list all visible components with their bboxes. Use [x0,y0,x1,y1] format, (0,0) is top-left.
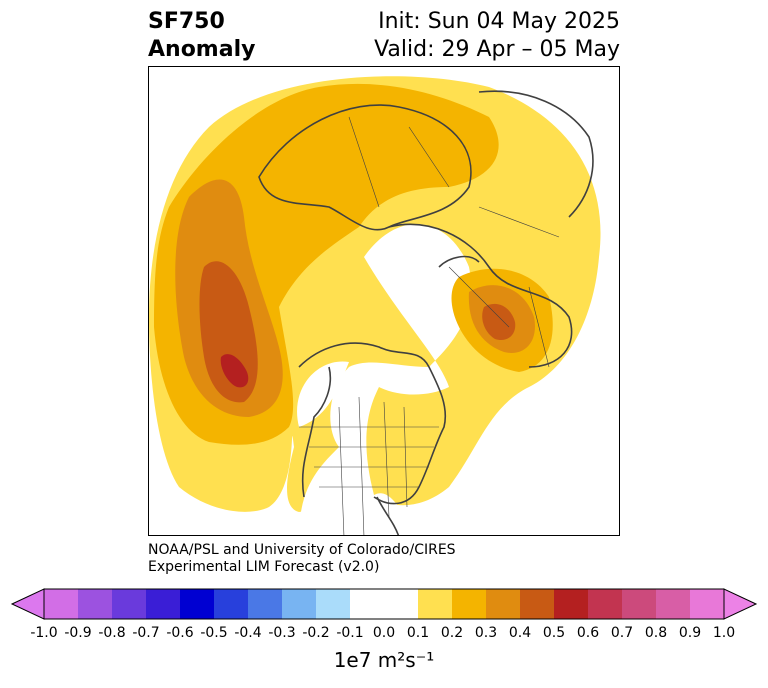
colorbar-cell [214,589,249,619]
colorbar-cell [418,589,453,619]
colorbar-tick-label: -0.3 [268,625,296,641]
colorbar-tick-label: 0.7 [610,625,634,641]
colorbar-unit-label: 1e7 m²s⁻¹ [333,648,435,672]
colorbar-tick-label: 1.0 [712,625,736,641]
colorbar-cell [384,589,419,619]
colorbar-tick-label: -0.4 [234,625,262,641]
credit-line-1: NOAA/PSL and University of Colorado/CIRE… [148,542,456,558]
colorbar-tick-label: -0.5 [200,625,228,641]
map-panel [148,66,620,536]
colorbar-tick-label: 0.8 [644,625,668,641]
chart-title-left: SF750 Anomaly [148,8,255,64]
contour-level-0.0-b [297,361,349,427]
colorbar-tick-label: -0.1 [336,625,364,641]
contour-level-0.4-asia [482,303,516,341]
anomaly-map [149,76,601,535]
variable-label: SF750 [148,9,225,34]
borders [299,116,560,535]
colorbar-cell [452,589,487,619]
colorbar-tick-label: -0.2 [302,625,330,641]
credit-text: NOAA/PSL and University of Colorado/CIRE… [148,542,456,576]
colorbar-cell [690,589,725,619]
colorbar-tick-label: -0.8 [98,625,126,641]
colorbar-tick-label: 0.1 [406,625,430,641]
colorbar-tick-label: 0.2 [440,625,464,641]
colorbar [10,588,758,620]
colorbar-cell [622,589,657,619]
chart-title-right: Init: Sun 04 May 2025 Valid: 29 Apr – 05… [374,8,620,64]
colorbar-outline [43,588,725,620]
colorbar-tick-label: 0.5 [542,625,566,641]
contour-level-0.0 [299,224,471,535]
field-label: Anomaly [148,37,256,62]
colorbar-cell [554,589,589,619]
colorbar-cell [316,589,351,619]
colorbar-cell [282,589,317,619]
colorbar-under-arrow [10,588,45,620]
colorbar-tick-label: -0.7 [132,625,160,641]
colorbar-cell [248,589,283,619]
colorbar-tick-label: 0.0 [372,625,396,641]
contour-level-0.5 [220,354,249,388]
colorbar-cell [112,589,147,619]
colorbar-tick-label: 0.3 [474,625,498,641]
colorbar-tick-label: 0.4 [508,625,532,641]
credit-line-2: Experimental LIM Forecast (v2.0) [148,559,380,575]
colorbar-cell [588,589,623,619]
colorbar-tick-label: 0.9 [678,625,702,641]
colorbar-cells [44,589,725,619]
colorbar-tick-label: -0.6 [166,625,194,641]
colorbar-tick-label: -1.0 [30,625,58,641]
valid-label: Valid: 29 Apr – 05 May [374,37,620,62]
colorbar-cell [180,589,215,619]
colorbar-cell [44,589,79,619]
colorbar-cell [78,589,113,619]
colorbar-over-arrow [723,588,758,620]
colorbar-cell [656,589,691,619]
colorbar-cell [486,589,521,619]
colorbar-tick-label: 0.6 [576,625,600,641]
colorbar-tick-label: -0.9 [64,625,92,641]
colorbar-cell [350,589,385,619]
init-label: Init: Sun 04 May 2025 [378,9,620,34]
colorbar-cell [520,589,555,619]
colorbar-tick-labels: -1.0 -0.9 -0.8 -0.7 -0.6 -0.5 -0.4 -0.3 -0.2 -0.1… [0,625,768,645]
colorbar-cell [146,589,181,619]
